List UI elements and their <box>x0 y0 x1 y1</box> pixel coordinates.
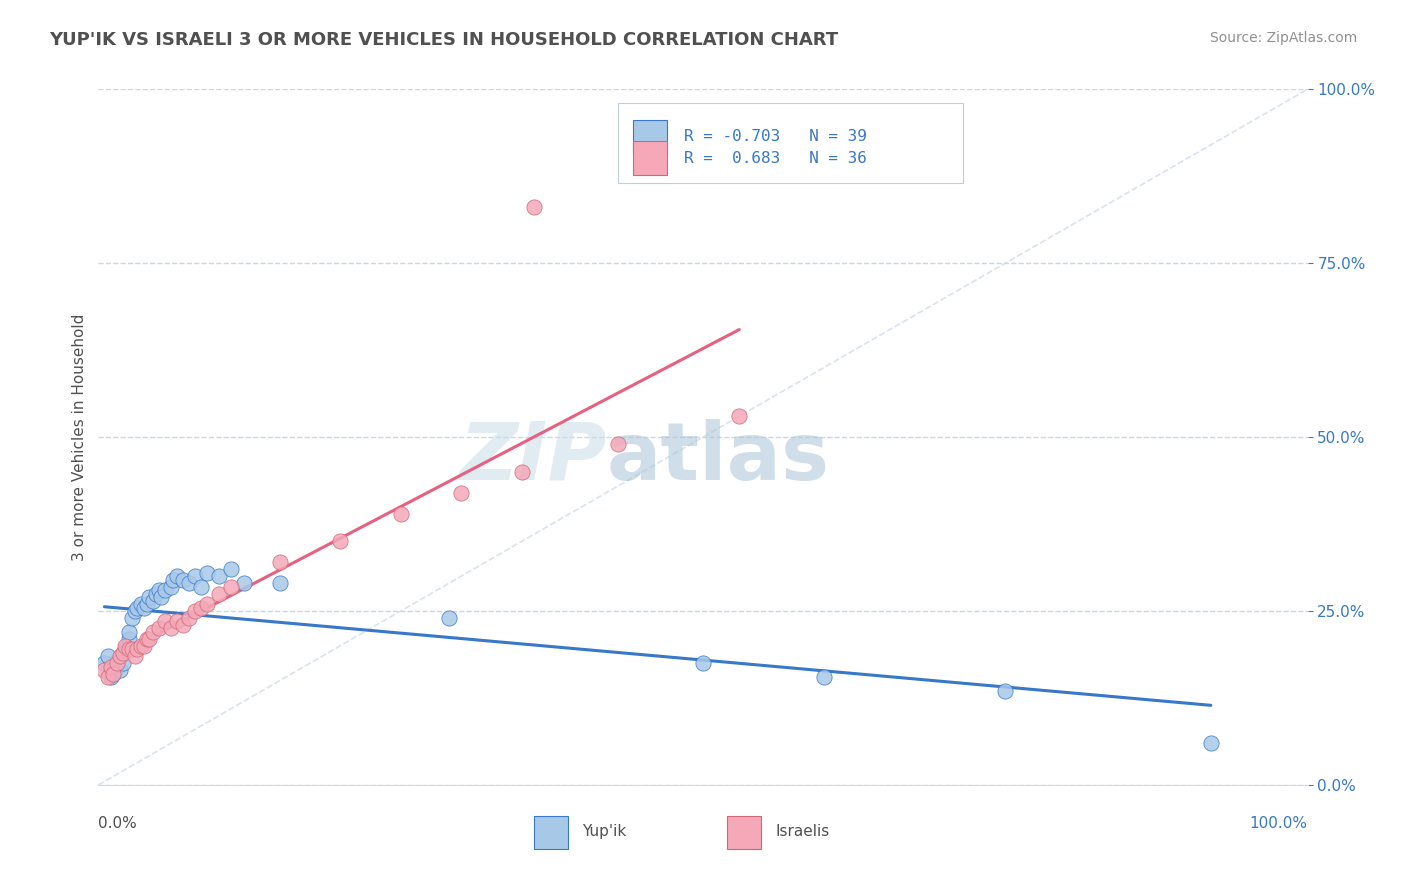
Point <box>179 576 201 591</box>
Point <box>153 583 176 598</box>
Point <box>114 639 136 653</box>
Point <box>100 670 122 684</box>
Point <box>127 642 149 657</box>
Text: ZIP: ZIP <box>458 419 606 497</box>
Point <box>389 507 412 521</box>
Point <box>101 666 124 681</box>
Point <box>437 611 460 625</box>
Point <box>166 615 188 629</box>
FancyBboxPatch shape <box>633 120 666 153</box>
Point <box>450 485 472 500</box>
Point <box>172 618 194 632</box>
Point <box>142 624 165 639</box>
Point <box>269 555 291 569</box>
Point <box>124 604 146 618</box>
Point <box>129 639 152 653</box>
Point <box>1199 736 1222 750</box>
Point <box>105 657 128 671</box>
Point <box>728 409 751 424</box>
Point <box>232 576 254 591</box>
Point <box>93 663 115 677</box>
Point <box>114 642 136 657</box>
Point <box>269 576 291 591</box>
Point <box>134 600 156 615</box>
Point <box>510 465 533 479</box>
Point <box>118 624 141 639</box>
Point <box>184 569 207 583</box>
Point <box>127 600 149 615</box>
Point <box>93 657 115 671</box>
Point <box>97 670 120 684</box>
Text: atlas: atlas <box>606 419 830 497</box>
Point <box>195 597 218 611</box>
Point <box>208 587 231 601</box>
Point <box>994 684 1017 698</box>
Y-axis label: 3 or more Vehicles in Household: 3 or more Vehicles in Household <box>72 313 87 561</box>
Point <box>148 583 170 598</box>
FancyBboxPatch shape <box>727 815 761 849</box>
Point <box>208 569 231 583</box>
Point <box>135 632 157 646</box>
Point <box>100 659 122 673</box>
Point <box>179 611 201 625</box>
Point <box>101 666 124 681</box>
Point <box>124 649 146 664</box>
Point <box>166 569 188 583</box>
Point <box>160 580 183 594</box>
Point <box>118 642 141 657</box>
Point <box>523 201 546 215</box>
Point <box>145 587 167 601</box>
Point <box>111 646 134 660</box>
Text: R =  0.683   N = 36: R = 0.683 N = 36 <box>683 151 866 166</box>
Point <box>184 604 207 618</box>
Point <box>190 600 212 615</box>
Point <box>138 590 160 604</box>
Point <box>118 632 141 646</box>
Text: Yup'ik: Yup'ik <box>582 824 626 839</box>
Text: 100.0%: 100.0% <box>1250 816 1308 831</box>
Point <box>129 597 152 611</box>
Text: Source: ZipAtlas.com: Source: ZipAtlas.com <box>1209 31 1357 45</box>
Point <box>221 580 243 594</box>
Point <box>97 649 120 664</box>
Text: R = -0.703   N = 39: R = -0.703 N = 39 <box>683 129 866 144</box>
Point <box>160 621 183 635</box>
Point <box>692 657 714 671</box>
Point <box>148 621 170 635</box>
Point <box>105 659 128 673</box>
Point <box>172 573 194 587</box>
Point <box>162 573 184 587</box>
Text: YUP'IK VS ISRAELI 3 OR MORE VEHICLES IN HOUSEHOLD CORRELATION CHART: YUP'IK VS ISRAELI 3 OR MORE VEHICLES IN … <box>49 31 838 49</box>
FancyBboxPatch shape <box>619 103 963 183</box>
Text: Israelis: Israelis <box>776 824 830 839</box>
Point <box>190 580 212 594</box>
Point <box>121 611 143 625</box>
Point <box>195 566 218 580</box>
FancyBboxPatch shape <box>534 815 568 849</box>
Point <box>813 670 835 684</box>
Point <box>153 615 176 629</box>
Point <box>134 639 156 653</box>
Point <box>135 597 157 611</box>
Point <box>150 590 173 604</box>
FancyBboxPatch shape <box>633 141 666 175</box>
Point <box>108 663 131 677</box>
Point <box>329 534 352 549</box>
Point <box>221 562 243 576</box>
Point <box>108 649 131 664</box>
Point <box>111 657 134 671</box>
Point <box>142 593 165 607</box>
Text: 0.0%: 0.0% <box>98 816 138 831</box>
Point <box>138 632 160 646</box>
Point <box>121 642 143 657</box>
Point <box>607 437 630 451</box>
